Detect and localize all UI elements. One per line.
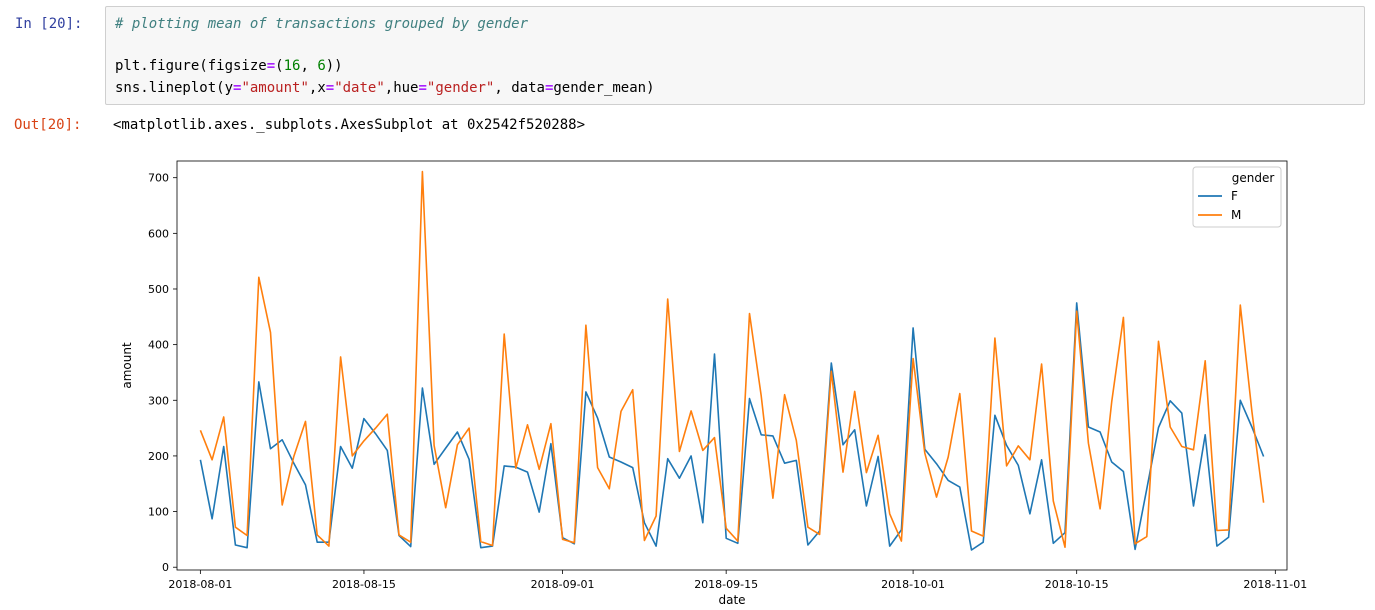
code-input-cell[interactable]: # plotting mean of transactions grouped … <box>105 6 1365 105</box>
y-tick-label: 700 <box>148 172 169 185</box>
legend-label-f: F <box>1231 189 1238 203</box>
code-token: "amount" <box>241 80 309 96</box>
y-axis-label: amount <box>120 342 134 389</box>
plot-frame <box>176 160 1288 571</box>
code-token: , data <box>494 80 545 96</box>
y-tick-label: 300 <box>148 394 169 407</box>
y-tick-label: 100 <box>148 506 169 519</box>
code-token: "date" <box>334 80 385 96</box>
x-tick-label: 2018-11-01 <box>1243 578 1307 591</box>
code-token: 16 <box>283 58 301 74</box>
series-line-m <box>199 170 1265 549</box>
legend-title: gender <box>1232 171 1275 185</box>
legend-box <box>1192 166 1282 228</box>
x-tick-label: 2018-10-01 <box>881 578 945 591</box>
code-token: sns.lineplot(y <box>115 80 234 96</box>
code-token: = <box>266 58 276 74</box>
code-line-lineplot: sns.lineplot(y="amount",x="date",hue="ge… <box>115 80 655 97</box>
input-prompt: In [20]: <box>15 16 83 32</box>
x-tick-label: 2018-08-15 <box>332 578 396 591</box>
code-token: = <box>544 80 554 96</box>
y-tick-label: 600 <box>148 227 169 240</box>
code-token: 6 <box>317 58 326 74</box>
code-token: ,x <box>308 80 326 96</box>
code-comment-line: # plotting mean of transactions grouped … <box>115 16 529 32</box>
y-tick-label: 500 <box>148 283 169 296</box>
code-token: plt.figure(figsize <box>115 58 267 74</box>
x-tick-label: 2018-10-15 <box>1045 578 1109 591</box>
code-token: )) <box>325 58 343 74</box>
y-tick-label: 400 <box>148 339 169 352</box>
series-line-f <box>199 302 1265 551</box>
code-line-figure: plt.figure(figsize=(16, 6)) <box>115 58 343 75</box>
output-text: <matplotlib.axes._subplots.AxesSubplot a… <box>113 117 586 133</box>
code-token: ( <box>275 58 284 74</box>
x-axis-label: date <box>718 593 745 607</box>
legend-label-m: M <box>1231 208 1241 222</box>
code-token: = <box>418 80 427 96</box>
output-prompt: Out[20]: <box>14 117 82 133</box>
code-token: gender_mean) <box>553 80 655 96</box>
code-token: , <box>300 58 318 74</box>
y-tick-label: 0 <box>162 561 169 574</box>
x-tick-label: 2018-09-15 <box>694 578 758 591</box>
code-token: ,hue <box>384 80 419 96</box>
code-token: "gender" <box>426 80 495 96</box>
y-tick-label: 200 <box>148 450 169 463</box>
code-token: = <box>233 80 242 96</box>
x-tick-label: 2018-08-01 <box>168 578 232 591</box>
x-tick-label: 2018-09-01 <box>531 578 595 591</box>
code-token: = <box>325 80 335 96</box>
